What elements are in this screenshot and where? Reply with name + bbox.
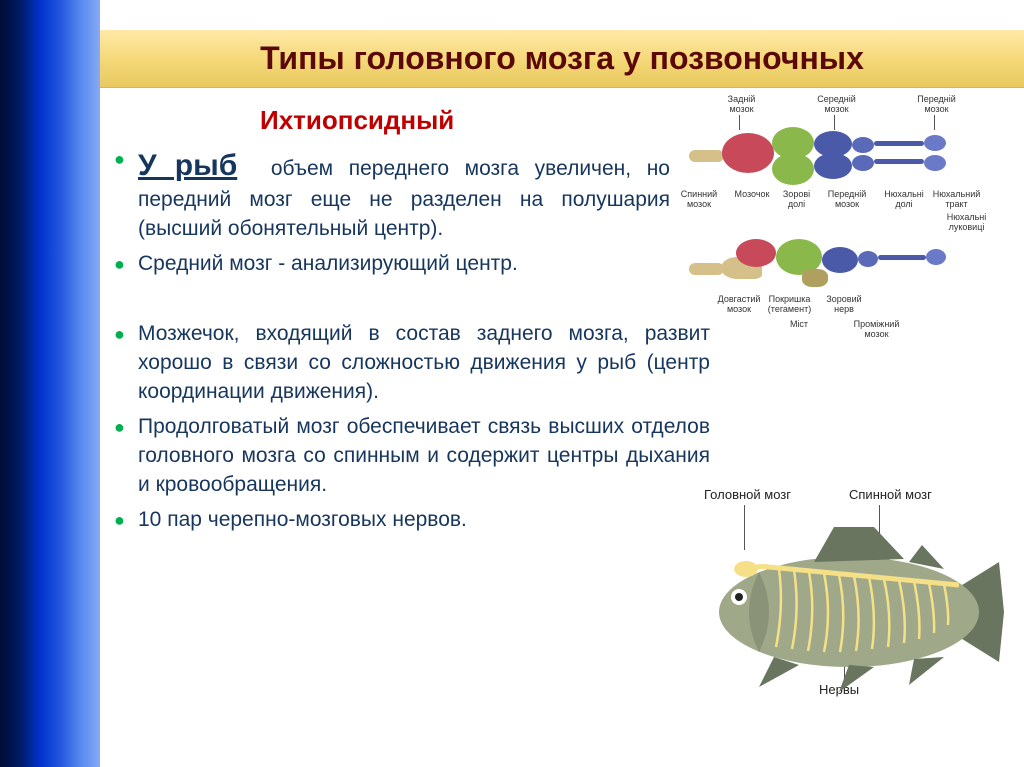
leader-3 xyxy=(934,115,935,130)
fish-eye xyxy=(735,593,743,601)
fish-diagram: Головной мозг Спинной мозг Нервы xyxy=(704,487,1004,717)
fish-brain xyxy=(734,561,758,577)
fish-lbl-spinal: Спинной мозг xyxy=(849,487,932,502)
bullet-2: Средний мозг - анализирующий центр. xyxy=(110,250,670,279)
lbl-b1: Спинний мозок xyxy=(679,190,719,210)
tract-top-2 xyxy=(874,159,924,164)
lbl-b9: Покришка (тегамент) xyxy=(762,295,817,315)
tract-side xyxy=(878,255,926,260)
sidebar-gradient xyxy=(0,0,100,767)
page-title: Типы головного мозга у позвоночных xyxy=(260,40,864,77)
brain-side-row: Довгастий мозок Покришка (тегамент) Міст… xyxy=(684,235,1004,350)
fore-side xyxy=(822,247,858,273)
lbl-b6: Нюхальні долі xyxy=(879,190,929,210)
brain-top-row: Задній мозок Середній мозок Передній моз… xyxy=(684,95,1004,210)
brain-diagram: Задній мозок Середній мозок Передній моз… xyxy=(684,95,1004,335)
bulb-top-1 xyxy=(924,135,946,151)
lbl-b3: Довгастий мозок xyxy=(714,295,764,315)
lbl-b5: Передній мозок xyxy=(822,190,872,210)
bulb-top-2 xyxy=(924,155,946,171)
body-text-lower: Мозжечок, входящий в состав заднего мозг… xyxy=(110,320,710,541)
leader-1 xyxy=(739,115,740,130)
spinal-side xyxy=(689,263,724,275)
lbl-b8: Нюхальні луковиці xyxy=(939,213,994,233)
leader-2 xyxy=(834,115,835,130)
subtitle: Ихтиопсидный xyxy=(260,105,454,136)
dien-side xyxy=(802,269,828,287)
hind-top xyxy=(722,133,774,173)
pelvic-2 xyxy=(839,665,874,692)
olf-top-1 xyxy=(852,137,874,153)
cereb-side xyxy=(736,239,776,267)
bullet-fish: У рыб объем переднего мозга увеличен, но… xyxy=(110,145,670,244)
bullet-3: Мозжечок, входящий в состав заднего мозг… xyxy=(110,320,710,407)
lbl-b10: Міст xyxy=(784,320,814,330)
lbl-b4: Зорові долі xyxy=(774,190,819,210)
tract-top-1 xyxy=(874,141,924,146)
lbl-b12: Проміжний мозок xyxy=(844,320,909,340)
fish-lbl-brain: Головной мозг xyxy=(704,487,791,502)
lbl-b2: Мозочок xyxy=(732,190,772,200)
dorsal-fin xyxy=(814,527,904,562)
fish-svg xyxy=(704,517,1004,697)
lbl-fore: Передній мозок xyxy=(909,95,964,115)
body-text-upper: У рыб объем переднего мозга увеличен, но… xyxy=(110,145,670,285)
bulb-side xyxy=(926,249,946,265)
mid-top-2 xyxy=(772,153,814,185)
fore-top-2 xyxy=(814,153,852,179)
lbl-b7: Нюхальний тракт xyxy=(929,190,984,210)
olf-top-2 xyxy=(852,155,874,171)
bullet-5: 10 пар черепно-мозговых нервов. xyxy=(110,506,710,535)
anal-fin xyxy=(909,657,944,685)
bullet-4: Продолговатый мозг обеспечивает связь вы… xyxy=(110,413,710,500)
lbl-mid: Середній мозок xyxy=(809,95,864,115)
title-bar: Типы головного мозга у позвоночных xyxy=(100,30,1024,88)
olf-side xyxy=(858,251,878,267)
lbl-hind: Задній мозок xyxy=(719,95,764,115)
fish-label: У рыб xyxy=(138,149,237,182)
lbl-b11: Зоровий нерв xyxy=(819,295,869,315)
spinal-top xyxy=(689,150,724,162)
